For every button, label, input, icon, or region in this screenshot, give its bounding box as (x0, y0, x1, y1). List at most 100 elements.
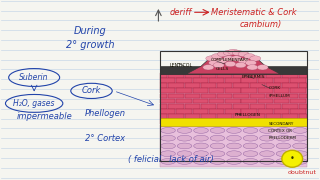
Polygon shape (217, 114, 232, 119)
Polygon shape (258, 119, 273, 124)
Polygon shape (225, 109, 241, 114)
Ellipse shape (292, 151, 307, 157)
Ellipse shape (282, 150, 303, 167)
Ellipse shape (260, 128, 274, 133)
Polygon shape (250, 94, 265, 98)
Polygon shape (193, 78, 208, 83)
Ellipse shape (238, 58, 249, 63)
Polygon shape (160, 99, 175, 103)
Polygon shape (290, 78, 306, 83)
Polygon shape (168, 73, 184, 78)
Polygon shape (176, 99, 192, 103)
Ellipse shape (227, 159, 241, 164)
Polygon shape (250, 104, 265, 109)
Ellipse shape (216, 58, 227, 63)
Ellipse shape (243, 143, 258, 149)
Polygon shape (274, 88, 289, 93)
Polygon shape (185, 94, 200, 98)
Polygon shape (160, 114, 167, 119)
Polygon shape (282, 114, 298, 119)
Polygon shape (217, 94, 232, 98)
Ellipse shape (260, 159, 274, 164)
Text: Cork: Cork (82, 86, 101, 95)
Text: Meristematic & Cork: Meristematic & Cork (211, 8, 297, 17)
Polygon shape (160, 119, 175, 124)
Ellipse shape (194, 159, 208, 164)
Polygon shape (233, 83, 249, 88)
Polygon shape (160, 66, 307, 74)
Ellipse shape (161, 128, 175, 133)
Polygon shape (160, 73, 167, 78)
Ellipse shape (177, 151, 192, 157)
Ellipse shape (227, 128, 241, 133)
Ellipse shape (210, 151, 225, 157)
Ellipse shape (223, 56, 234, 61)
Polygon shape (258, 99, 273, 103)
Polygon shape (299, 114, 307, 119)
Text: •: • (290, 154, 295, 163)
Polygon shape (266, 73, 281, 78)
Text: EPIDERMIS: EPIDERMIS (241, 75, 265, 80)
Polygon shape (209, 88, 224, 93)
Ellipse shape (177, 159, 192, 164)
Text: doubtnut: doubtnut (287, 170, 316, 175)
Ellipse shape (177, 128, 192, 133)
Ellipse shape (292, 135, 307, 141)
Polygon shape (282, 73, 298, 78)
Ellipse shape (194, 135, 208, 141)
Polygon shape (217, 73, 232, 78)
Polygon shape (193, 88, 208, 93)
Text: LENTICOL: LENTICOL (170, 63, 193, 68)
Polygon shape (299, 73, 307, 78)
Ellipse shape (161, 135, 175, 141)
Text: During: During (74, 26, 106, 36)
Polygon shape (160, 118, 307, 126)
Polygon shape (266, 104, 281, 109)
Polygon shape (250, 73, 265, 78)
Ellipse shape (243, 128, 258, 133)
Ellipse shape (235, 62, 246, 68)
Polygon shape (250, 83, 265, 88)
Ellipse shape (232, 50, 243, 56)
Polygon shape (185, 104, 200, 109)
Text: Phellogen: Phellogen (85, 109, 126, 118)
Ellipse shape (194, 128, 208, 133)
Text: Suberin: Suberin (20, 73, 49, 82)
Polygon shape (176, 109, 192, 114)
Ellipse shape (276, 135, 291, 141)
Ellipse shape (292, 143, 307, 149)
Ellipse shape (276, 128, 291, 133)
Polygon shape (241, 88, 257, 93)
Ellipse shape (228, 49, 239, 55)
Text: COMPLEMENTARY: COMPLEMENTARY (211, 58, 249, 62)
Text: CORK: CORK (268, 86, 280, 90)
Polygon shape (217, 104, 232, 109)
Polygon shape (176, 88, 192, 93)
Ellipse shape (161, 151, 175, 157)
Polygon shape (282, 83, 298, 88)
Polygon shape (290, 88, 306, 93)
Polygon shape (176, 119, 192, 124)
Polygon shape (299, 83, 307, 88)
Text: CORTEX OR: CORTEX OR (268, 129, 292, 133)
Polygon shape (282, 104, 298, 109)
Text: CELLS: CELLS (216, 67, 229, 71)
Polygon shape (274, 109, 289, 114)
Polygon shape (274, 78, 289, 83)
Ellipse shape (177, 135, 192, 141)
Ellipse shape (218, 51, 228, 57)
Ellipse shape (212, 54, 223, 59)
Ellipse shape (260, 151, 274, 157)
Text: impermeable: impermeable (17, 112, 72, 121)
Ellipse shape (213, 62, 224, 68)
Polygon shape (201, 73, 216, 78)
Ellipse shape (243, 151, 258, 157)
Polygon shape (225, 88, 241, 93)
Polygon shape (217, 83, 232, 88)
Text: SECONDARY: SECONDARY (268, 122, 294, 126)
Polygon shape (160, 125, 307, 167)
Ellipse shape (231, 56, 242, 61)
Polygon shape (290, 99, 306, 103)
Polygon shape (250, 114, 265, 119)
Polygon shape (258, 88, 273, 93)
